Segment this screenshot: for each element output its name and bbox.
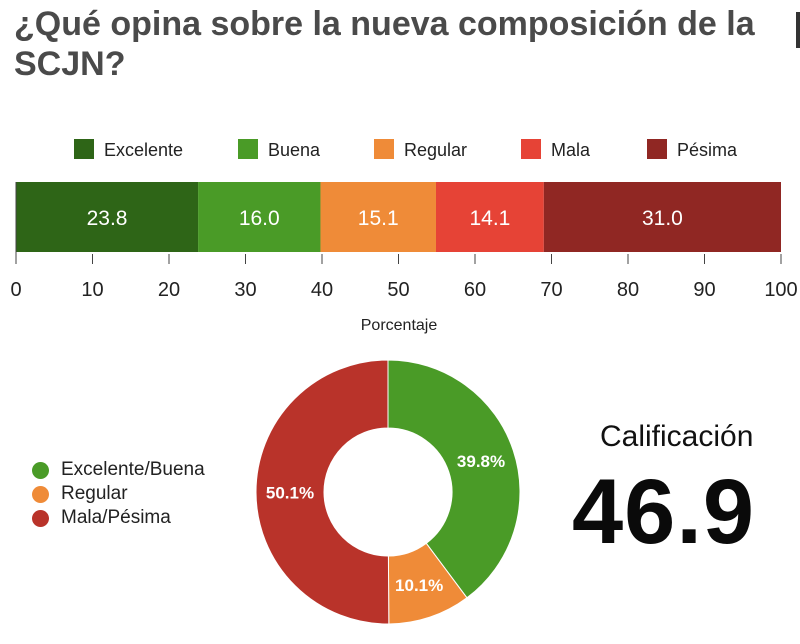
legend-swatch-regular — [374, 139, 394, 159]
bar-data-label: 16.0 — [239, 207, 280, 230]
donut-legend-label: Mala/Pésima — [61, 507, 171, 528]
bar-data-label: 14.1 — [469, 207, 510, 230]
legend-dot — [32, 509, 49, 527]
x-tick-label: 10 — [81, 279, 103, 301]
donut-slice-mala-pésima — [255, 359, 390, 625]
x-tick-label: 40 — [311, 279, 333, 301]
donut-data-label: 50.1% — [266, 483, 314, 502]
bar-segment-excelente — [16, 182, 199, 252]
x-tick-label: 0 — [10, 279, 21, 301]
legend-label-mala: Mala — [551, 140, 591, 160]
donut-legend-item: Regular — [32, 482, 205, 506]
legend-label-regular: Regular — [404, 140, 467, 160]
legend-swatch-excelente — [74, 139, 94, 159]
x-tick-label: 50 — [387, 279, 409, 301]
bar-data-label: 15.1 — [358, 207, 399, 230]
legend-label-pésima: Pésima — [677, 140, 738, 160]
bar-segment-buena — [198, 182, 321, 252]
bar-data-label: 23.8 — [87, 207, 128, 230]
donut-data-label: 39.8% — [457, 452, 505, 471]
legend-swatch-buena — [238, 139, 258, 159]
donut-legend-label: Excelente/Buena — [61, 459, 205, 480]
x-tick-label: 90 — [693, 279, 715, 301]
legend-label-buena: Buena — [268, 140, 321, 160]
score-value: 46.9 — [572, 461, 756, 563]
score-label: Calificación — [600, 420, 754, 453]
donut-legend: Excelente/Buena Regular Mala/Pésima — [32, 458, 205, 530]
edge-marker — [796, 12, 800, 48]
x-tick-label: 30 — [234, 279, 256, 301]
x-tick-label: 20 — [158, 279, 180, 301]
legend-dot — [32, 485, 49, 503]
x-tick-label: 60 — [464, 279, 486, 301]
x-tick-label: 80 — [617, 279, 639, 301]
legend-swatch-mala — [521, 139, 541, 159]
x-tick-label: 70 — [540, 279, 562, 301]
bar-segment-pésima — [543, 182, 781, 252]
donut-legend-label: Regular — [61, 483, 128, 504]
x-tick-label: 100 — [764, 279, 797, 301]
legend-label-excelente: Excelente — [104, 140, 183, 160]
bar-data-label: 31.0 — [642, 207, 683, 230]
legend-dot — [32, 461, 49, 479]
bar-segment-regular — [320, 182, 436, 252]
donut-legend-item: Mala/Pésima — [32, 506, 205, 530]
chart-title: ¿Qué opina sobre la nueva composición de… — [14, 5, 755, 83]
donut-data-label: 10.1% — [395, 576, 443, 595]
bar-segment-mala — [435, 182, 544, 252]
x-axis-label: Porcentaje — [361, 317, 438, 334]
donut-slice-excelente-buena — [387, 359, 521, 599]
legend-swatch-pésima — [647, 139, 667, 159]
donut-legend-item: Excelente/Buena — [32, 458, 205, 482]
